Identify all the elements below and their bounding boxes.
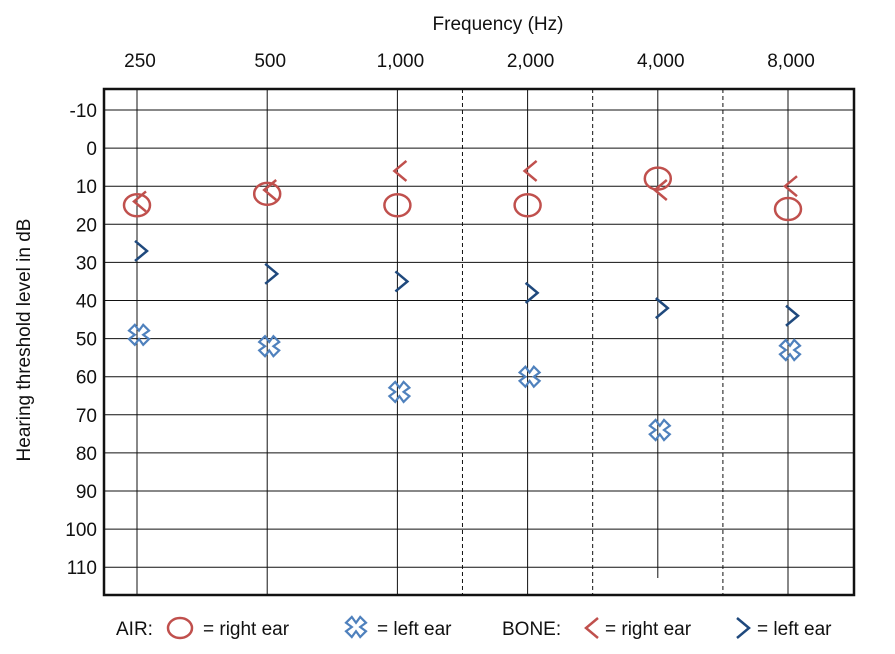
legend-bone-left-label: = left ear: [757, 619, 832, 640]
legend-air-right-label: = right ear: [203, 619, 290, 640]
point-air-left: [648, 418, 672, 442]
y-tick-label: 30: [76, 253, 97, 274]
point-bone-right: [392, 159, 408, 182]
point-bone-left: [654, 297, 670, 320]
y-tick-label: 110: [67, 558, 97, 579]
legend-circle-icon: [166, 616, 194, 640]
y-tick-label: 100: [65, 520, 97, 541]
point-bone-right: [522, 159, 538, 182]
point-air-right: [513, 193, 542, 218]
point-bone-right: [262, 179, 278, 201]
point-air-left: [778, 338, 802, 362]
point-bone-right: [652, 179, 668, 201]
y-tick-label: 70: [76, 406, 97, 427]
legend-x-cross-shape: [344, 615, 368, 639]
point-bone-left: [134, 240, 149, 262]
y-tick-label: 50: [76, 330, 97, 351]
legend-bone-label: BONE:: [502, 619, 561, 640]
tick-labels: -10 0 10 20 30 40 50 60 70 80 90 100 110 250 500 1,000 2…: [65, 51, 814, 579]
x-tick-label: 4,000: [637, 51, 685, 72]
point-air-left: [517, 365, 542, 389]
x-tick-label: 250: [124, 51, 156, 72]
point-air-right: [643, 166, 673, 191]
x-tick-label: 500: [254, 51, 286, 72]
point-air-left: [127, 323, 151, 347]
y-tick-label: 80: [76, 444, 97, 465]
point-bone-right: [783, 175, 798, 198]
point-bone-right: [132, 190, 147, 213]
y-tick-label: 60: [76, 368, 97, 389]
y-tick-label: 0: [86, 139, 97, 160]
y-tick-label: 20: [76, 215, 97, 236]
point-bone-left: [524, 281, 540, 304]
point-bone-left: [394, 270, 410, 293]
legend-less-than-icon: [584, 617, 599, 639]
legend-bone-right-label: = right ear: [605, 619, 692, 640]
x-tick-label: 1,000: [377, 51, 425, 72]
x-tick-label: 8,000: [767, 51, 815, 72]
point-air-left: [387, 380, 412, 404]
point-air-right: [773, 196, 803, 222]
legend-air-label: AIR:: [116, 619, 153, 640]
legend-greater-than-icon: [736, 617, 751, 639]
data-marks: [122, 159, 803, 442]
chart-title: Frequency (Hz): [433, 14, 564, 35]
y-tick-label: 90: [76, 482, 97, 503]
point-air-right: [252, 181, 282, 207]
y-tick-label: 10: [76, 177, 97, 198]
legend: AIR: = right ear = left ear BONE: = righ…: [116, 615, 832, 640]
y-axis-label: Hearing threshold level in dB: [14, 219, 35, 462]
plot-frame: [102, 87, 856, 597]
point-bone-left: [264, 262, 280, 285]
y-tick-label: -10: [70, 101, 97, 122]
point-air-right: [383, 193, 412, 218]
grid-layer: [104, 89, 854, 595]
legend-x-cross-icon: [344, 615, 368, 639]
legend-air-left-label: = left ear: [377, 619, 452, 640]
point-bone-left: [785, 304, 800, 327]
x-tick-label: 2,000: [507, 51, 555, 72]
point-air-left: [257, 334, 281, 358]
y-tick-label: 40: [76, 292, 97, 313]
point-air-right: [122, 193, 152, 218]
